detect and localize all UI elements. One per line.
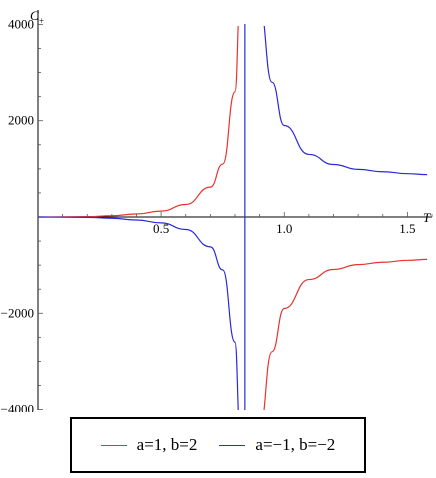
series-layer: [37, 26, 428, 410]
series-1-branch-2: [263, 258, 428, 410]
x-axis-label: T: [423, 210, 431, 225]
x-tick-label: 0.5: [153, 221, 169, 236]
y-tick-label: 4000: [8, 16, 34, 31]
legend-swatch-blue: [219, 444, 246, 446]
x-tick-label: 1.5: [399, 221, 415, 236]
y-tick-label: −2000: [1, 305, 34, 320]
x-tick-label: 1.0: [276, 221, 292, 236]
y-tick-label: 2000: [8, 113, 34, 128]
legend-swatch-red: [100, 444, 127, 446]
series-1-branch-1: [37, 26, 239, 218]
series-2-branch-2: [263, 26, 428, 176]
y-tick-label: −4000: [1, 402, 34, 412]
series-2-branch-1: [37, 216, 239, 410]
legend: a=1, b=2 a=−1, b=−2: [70, 417, 366, 473]
legend-item-series-1: a=1, b=2: [100, 435, 198, 455]
chart-plot: 0.5 1.0 1.5 −4000 −2000 2000 4000 C + T: [1, 8, 433, 412]
y-axis-label-main: C: [30, 8, 39, 23]
axes: 0.5 1.0 1.5 −4000 −2000 2000 4000: [1, 10, 433, 412]
y-axis-label-sub: +: [39, 16, 44, 26]
legend-label: a=−1, b=−2: [255, 435, 336, 454]
legend-item-series-2: a=−1, b=−2: [219, 435, 335, 455]
legend-label: a=1, b=2: [136, 435, 198, 454]
